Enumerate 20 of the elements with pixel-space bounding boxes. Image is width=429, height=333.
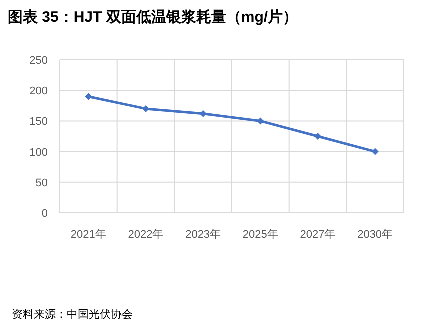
text: 资料来源：中国光伏协会	[12, 308, 133, 321]
y-tick-label: 200	[30, 86, 48, 98]
y-tick-label: 250	[30, 55, 48, 67]
x-tick-label: 2022年	[128, 229, 164, 241]
x-tick-label: 2025年	[242, 229, 278, 241]
x-tick-label: 2023年	[186, 229, 222, 241]
x-tick-label: 2021年	[70, 229, 106, 241]
point	[85, 93, 92, 100]
point	[200, 110, 207, 118]
x-tick-label: 2027年	[300, 229, 336, 241]
point	[314, 133, 322, 140]
y-tick-label: 50	[36, 177, 48, 190]
y-tick-label: 0	[42, 208, 48, 220]
point	[372, 148, 379, 156]
point	[257, 118, 264, 125]
point	[142, 105, 150, 112]
y-tick-label: 150	[30, 116, 48, 128]
x-tick-label: 2030年	[358, 229, 394, 241]
chart-title: 图表 35：HJT 双面低温银浆耗量（mg/片）	[8, 9, 298, 26]
y-tick-label: 100	[30, 146, 48, 159]
